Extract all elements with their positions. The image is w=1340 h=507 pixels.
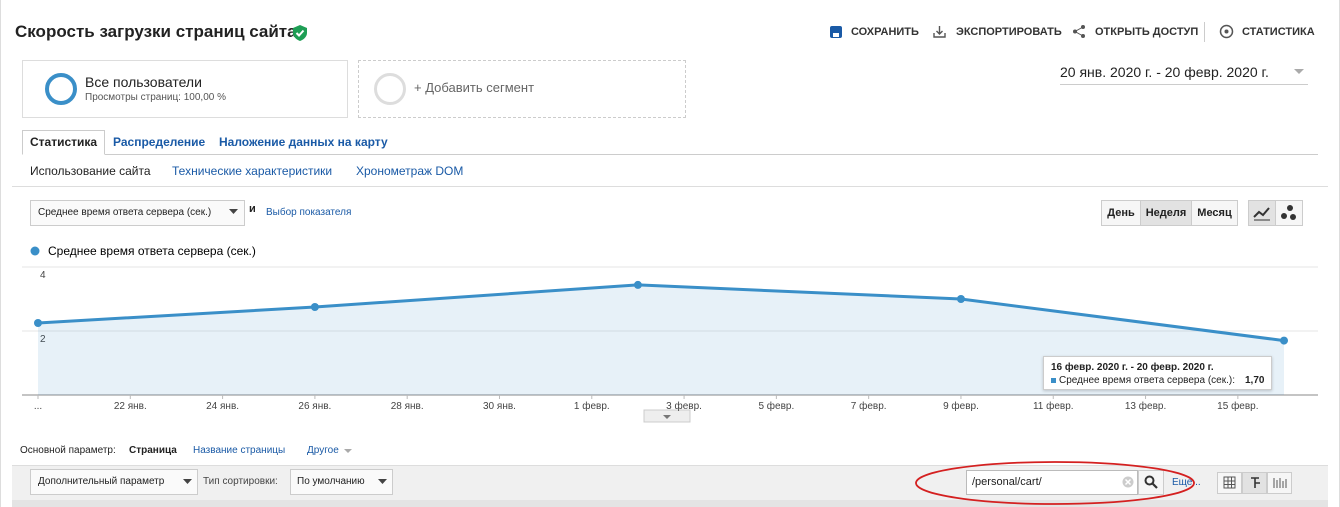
x-tick-label: 22 янв. (114, 401, 147, 412)
subtab[interactable]: Хронометраж DOM (356, 164, 464, 178)
x-tick-label: 3 февр. (666, 400, 702, 412)
dropdown-caret (229, 209, 238, 214)
period-button[interactable]: Месяц (1191, 200, 1238, 226)
motion-chart-icon (1281, 205, 1296, 220)
x-tick-label: 24 янв. (206, 401, 239, 412)
and-text: и (249, 203, 256, 215)
date-caret (1294, 69, 1304, 74)
export-button[interactable]: ЭКСПОРТИРОВАТЬ (956, 26, 1062, 38)
add-metric[interactable]: Выбор показателя (266, 207, 352, 218)
date-range[interactable]: 20 янв. 2020 г. - 20 февр. 2020 г. (1060, 64, 1269, 80)
sort-value: По умолчанию (297, 476, 365, 487)
view-icons (1223, 476, 1287, 489)
segment-detail: Просмотры страниц: 100,00 % (85, 92, 226, 103)
dropdown-caret (378, 479, 387, 484)
date-underline (1060, 84, 1308, 85)
dimension-option[interactable]: Другое (307, 445, 339, 456)
subtab[interactable]: Технические характеристики (172, 164, 333, 178)
tooltip-swatch (1051, 378, 1056, 383)
more-link[interactable]: Еще... (1172, 477, 1201, 488)
subtab[interactable]: Использование сайта (30, 164, 151, 178)
legend-swatch (30, 246, 40, 256)
x-tick-label: 30 янв. (483, 401, 516, 412)
segment-card[interactable] (22, 60, 348, 118)
insights-button[interactable]: СТАТИСТИКА (1242, 26, 1315, 38)
x-tick-label: 9 февр. (943, 400, 979, 412)
add-segment[interactable]: + Добавить сегмент (414, 80, 535, 95)
point (34, 319, 42, 327)
tab[interactable]: Распределение (113, 135, 206, 149)
x-tick-label: 13 февр. (1125, 400, 1166, 412)
metric-dropdown[interactable] (30, 200, 245, 226)
point (310, 303, 319, 311)
segment-circle (45, 73, 77, 105)
active-tab-box (22, 130, 105, 155)
tabs-line (22, 154, 1318, 155)
y-tick-label: 2 (40, 334, 46, 345)
export-icon (933, 26, 946, 38)
tooltip (1043, 356, 1272, 390)
search-text: /personal/cart/ (972, 476, 1042, 488)
line-chart-icon (1253, 207, 1270, 221)
y-tick-label: 4 (40, 270, 46, 281)
x-tick-label: 11 февр. (1033, 400, 1074, 412)
x-tick-label: 15 февр. (1217, 400, 1258, 412)
highlight-ellipse (915, 461, 1195, 505)
sort-dropdown[interactable] (290, 469, 393, 495)
add-segment-circle (374, 73, 406, 105)
separator (1204, 22, 1205, 42)
legend-label: Среднее время ответа сервера (сек.) (48, 244, 256, 258)
share-button[interactable]: ОТКРЫТЬ ДОСТУП (1095, 26, 1199, 38)
x-tick-label: 7 февр. (851, 400, 887, 412)
x-tick-label: 5 февр. (758, 400, 794, 412)
x-tick-label: 1 февр. (574, 400, 610, 412)
report-title: Скорость загрузки страниц сайта (15, 22, 297, 41)
dimension-option[interactable]: Название страницы (193, 445, 286, 456)
sort-label: Тип сортировки: (203, 476, 278, 487)
chart: Среднее время ответа сервера (сек.) 2 4..… (22, 244, 1318, 423)
period-button[interactable]: День (1101, 200, 1141, 226)
table-view[interactable] (1217, 472, 1242, 494)
point (633, 280, 642, 289)
save-button[interactable]: СОХРАНИТЬ (851, 26, 919, 38)
add-segment-card[interactable] (358, 60, 686, 118)
range-handle-caret (663, 415, 671, 419)
point (956, 295, 965, 303)
dimension-option[interactable]: Страница (129, 445, 177, 456)
insights-icon (1219, 24, 1234, 39)
tab[interactable]: Статистика (30, 135, 98, 149)
save-icon (830, 26, 842, 38)
clear-icon[interactable] (1122, 476, 1134, 488)
metric-selected: Среднее время ответа сервера (сек.) (38, 207, 212, 218)
dimension-label: Основной параметр: (20, 445, 116, 456)
x-tick-label: ... (34, 401, 42, 412)
tab[interactable]: Наложение данных на карту (219, 135, 388, 149)
search-box[interactable] (966, 470, 1138, 495)
subtabs-line (12, 186, 1328, 187)
table-header (12, 500, 1328, 507)
tooltip-value: 1,70 (1245, 375, 1265, 386)
period-button[interactable]: Неделя (1140, 200, 1192, 226)
secondary-dimension: Дополнительный параметр (38, 476, 165, 487)
motion-chart-toggle[interactable] (1275, 200, 1303, 226)
area (38, 284, 1284, 395)
dropdown-caret (183, 479, 192, 484)
secondary-dimension-dropdown[interactable] (30, 469, 198, 495)
tooltip-title: 16 февр. 2020 г. - 20 февр. 2020 г. (1051, 362, 1214, 373)
segment-name: Все пользователи (85, 74, 202, 90)
tooltip-label: Среднее время ответа сервера (сек.): (1059, 375, 1235, 386)
x-tick-label: 28 янв. (391, 401, 424, 412)
search-icon (1144, 475, 1158, 489)
point (1280, 336, 1288, 345)
x-tick-label: 26 янв. (298, 401, 331, 412)
share-icon (1073, 25, 1085, 38)
search-button[interactable] (1138, 470, 1164, 495)
dimension-caret (344, 449, 352, 453)
verified-icon (293, 25, 307, 41)
